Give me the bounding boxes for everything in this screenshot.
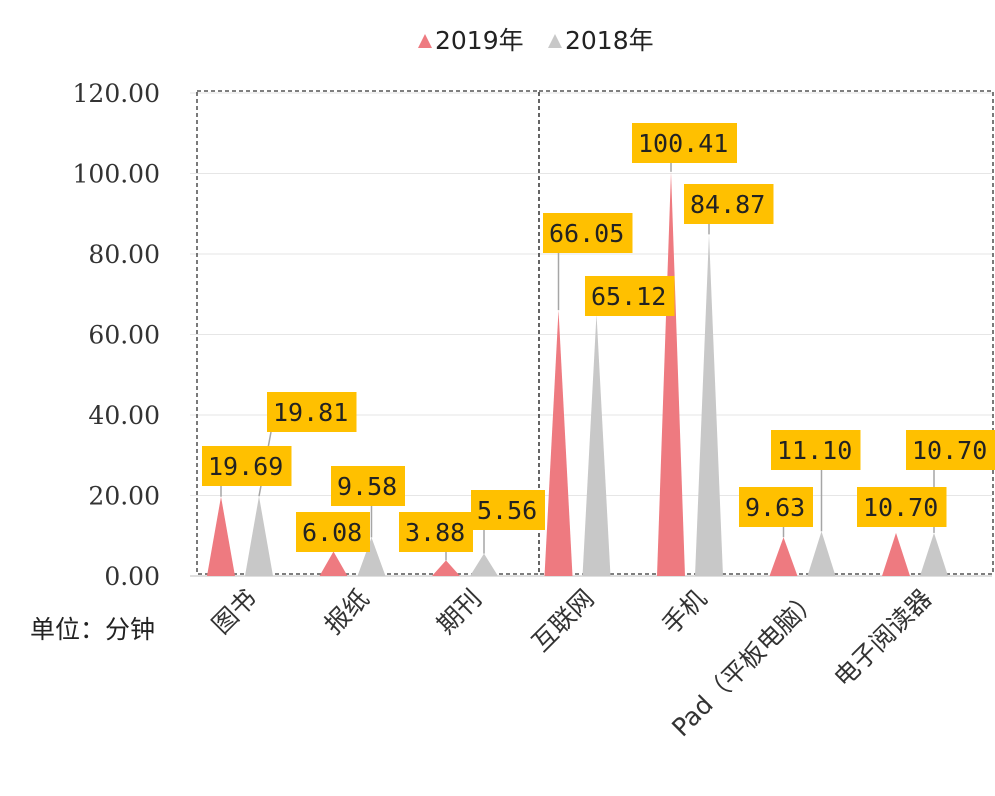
category-label: 手机 (656, 584, 712, 640)
data-label: 9.63 (745, 493, 805, 522)
group-box-2 (538, 90, 994, 575)
bar-2019-5 (769, 537, 798, 576)
bar-2018-0 (245, 496, 273, 576)
axes: 0.00 20.00 40.00 60.00 80.00 100.00 120.00 图书 报纸… (73, 79, 992, 742)
data-label: 66.05 (549, 219, 624, 248)
data-label-box (331, 466, 405, 506)
bar-2019-1 (319, 551, 348, 576)
data-label: 11.10 (777, 436, 852, 465)
data-label: 65.12 (591, 282, 666, 311)
category-label: 互联网 (526, 584, 600, 658)
data-labels: 19.69 6.08 3.88 66.05 100.41 9.63 10.70 19.81 9.… (202, 123, 995, 552)
data-label-box (399, 512, 473, 552)
category-label: 报纸 (319, 584, 375, 640)
unit-label: 单位：分钟 (30, 615, 155, 644)
data-label-box (471, 490, 545, 530)
bar-2019-4 (657, 171, 685, 577)
legend-marker (548, 34, 562, 48)
y-tick-label: 0.00 (104, 562, 160, 591)
data-label: 10.70 (863, 493, 938, 522)
bar-2018-5 (807, 531, 836, 576)
y-tick-label: 60.00 (88, 321, 160, 350)
category-label: 期刊 (431, 584, 487, 640)
data-label-box (632, 123, 737, 163)
bar-2019-2 (432, 560, 460, 576)
y-tick-label: 20.00 (88, 482, 160, 511)
data-label-box (267, 392, 357, 432)
data-label: 100.41 (638, 129, 728, 158)
data-label: 5.56 (477, 496, 537, 525)
data-label-box (543, 213, 633, 253)
bar-2019-6 (882, 532, 910, 576)
bar-2018-3 (582, 313, 611, 576)
y-tick-label: 80.00 (88, 240, 160, 269)
data-label: 19.69 (208, 452, 283, 481)
legend: 2019年 2018年 (418, 26, 654, 55)
category-label: 图书 (206, 584, 262, 640)
data-label: 9.58 (337, 472, 397, 501)
data-label-box (739, 487, 813, 527)
bar-2019-0 (207, 496, 235, 576)
bar-2018-2 (470, 553, 498, 576)
data-label-box (684, 184, 774, 224)
data-label-box (771, 430, 861, 470)
data-label-box (906, 430, 995, 470)
bar-2018-4 (695, 234, 723, 576)
data-label: 19.81 (273, 398, 348, 427)
legend-label: 2018年 (565, 26, 654, 55)
bar-2018-1 (357, 537, 386, 576)
category-label: 电子阅读器 (828, 584, 937, 693)
data-label-box (202, 446, 292, 486)
legend-label: 2019年 (435, 26, 524, 55)
data-label-box (585, 276, 675, 316)
bars (207, 171, 948, 577)
y-tick-label: 120.00 (73, 79, 160, 108)
data-label: 3.88 (405, 518, 465, 547)
y-tick-label: 40.00 (88, 401, 160, 430)
data-label: 84.87 (690, 190, 765, 219)
bar-2018-6 (920, 532, 948, 576)
data-label-box (296, 512, 370, 552)
data-label-box (857, 487, 947, 527)
y-tick-label: 100.00 (73, 160, 160, 189)
bar-2019-3 (544, 310, 573, 576)
data-label: 6.08 (302, 518, 362, 547)
legend-marker (418, 34, 432, 48)
data-label: 10.70 (912, 436, 987, 465)
